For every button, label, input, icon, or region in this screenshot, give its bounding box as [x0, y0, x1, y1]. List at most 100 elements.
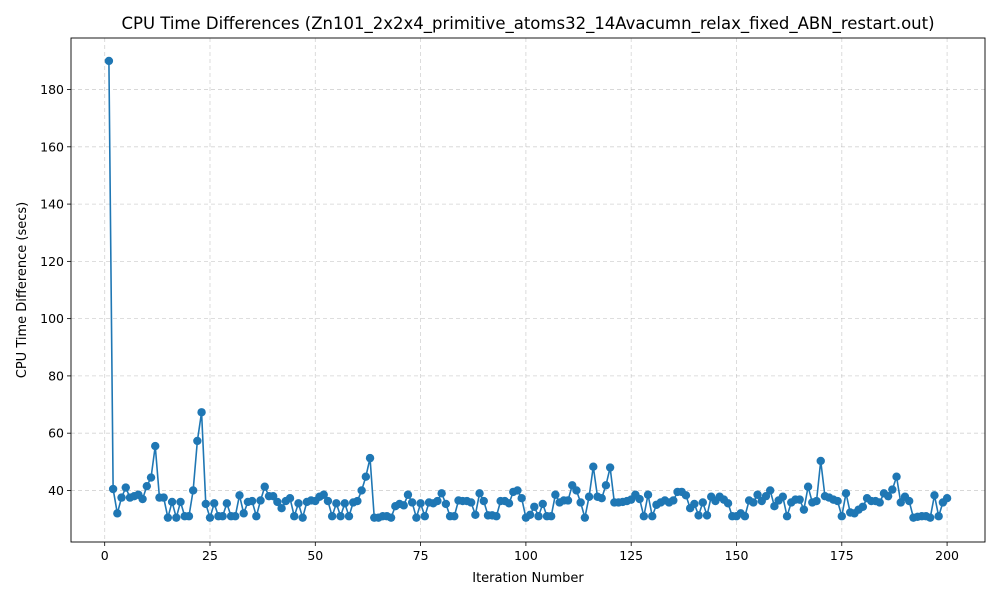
data-point: [892, 472, 901, 481]
axis-ticks: 0 25 50 75 100 125 150 175 200 40 60 80 100 120 140 160…: [40, 82, 959, 563]
y-tick-label: 60: [48, 426, 64, 441]
data-point: [799, 505, 809, 514]
data-point: [146, 473, 156, 482]
data-point: [589, 462, 598, 471]
data-point: [108, 484, 118, 494]
data-point: [172, 513, 181, 522]
data-point: [433, 496, 442, 506]
data-point: [298, 513, 307, 522]
data-point: [386, 513, 396, 522]
data-point: [159, 493, 168, 502]
data-point: [176, 497, 185, 507]
x-axis-label: Iteration Number: [472, 571, 584, 586]
data-point: [104, 56, 114, 66]
series-line: [108, 60, 948, 521]
data-point: [260, 482, 269, 491]
data-point: [466, 498, 476, 507]
data-point: [740, 512, 750, 521]
data-point: [597, 493, 606, 503]
x-tick-label: 50: [307, 548, 323, 563]
data-point: [538, 499, 547, 509]
data-point: [273, 497, 282, 507]
y-tick-label: 80: [48, 368, 64, 383]
data-point: [563, 496, 573, 505]
data-point: [344, 512, 354, 521]
data-point: [934, 512, 943, 521]
data-point: [605, 463, 615, 472]
data-points: [104, 56, 952, 522]
data-point: [412, 513, 421, 522]
data-point: [858, 502, 868, 511]
data-point: [904, 496, 914, 506]
data-point: [437, 489, 446, 498]
data-point: [222, 499, 232, 508]
y-tick-label: 40: [48, 483, 64, 498]
x-tick-label: 200: [935, 548, 959, 563]
data-point: [551, 490, 560, 499]
data-point: [332, 499, 341, 508]
chart-title: CPU Time Differences (Zn101_2x2x4_primit…: [121, 14, 934, 34]
data-point: [365, 453, 375, 463]
x-tick-label: 0: [101, 548, 109, 563]
data-point: [749, 498, 758, 507]
data-point: [471, 510, 480, 519]
data-point: [648, 512, 657, 521]
data-point: [681, 491, 691, 500]
data-point: [812, 496, 821, 506]
data-point: [277, 504, 286, 513]
data-point: [235, 491, 244, 500]
data-point: [475, 489, 484, 498]
data-point: [210, 499, 219, 508]
data-point: [504, 499, 514, 508]
data-point: [205, 513, 215, 522]
data-point: [117, 493, 126, 502]
data-point: [492, 512, 501, 521]
data-point: [336, 512, 345, 521]
data-point: [753, 490, 762, 499]
y-tick-label: 180: [40, 82, 64, 97]
data-point: [690, 499, 699, 509]
data-point: [702, 511, 712, 520]
data-point: [795, 495, 804, 504]
data-point: [252, 512, 261, 521]
data-point: [416, 499, 425, 508]
x-tick-label: 150: [725, 548, 749, 563]
x-tick-label: 100: [514, 548, 538, 563]
data-point: [247, 496, 257, 506]
data-point: [778, 492, 788, 501]
data-point: [723, 499, 733, 508]
data-point: [231, 512, 240, 521]
x-tick-label: 25: [202, 548, 218, 563]
data-point: [546, 512, 556, 521]
data-point: [256, 496, 265, 505]
x-tick-label: 175: [830, 548, 854, 563]
data-point: [327, 512, 337, 521]
data-point: [323, 496, 333, 506]
data-point: [837, 512, 846, 521]
data-point: [694, 511, 703, 520]
data-point: [816, 456, 825, 466]
data-point: [584, 492, 594, 501]
data-point: [698, 498, 707, 507]
data-point: [353, 496, 362, 506]
data-point: [888, 485, 897, 494]
data-point: [121, 483, 130, 492]
data-point: [399, 501, 408, 510]
data-point: [926, 513, 935, 522]
grid-lines: [71, 38, 985, 542]
data-point: [197, 408, 206, 417]
data-point: [530, 502, 539, 511]
data-point: [239, 509, 248, 518]
data-point: [193, 436, 202, 446]
data-point: [142, 481, 152, 491]
y-tick-label: 100: [40, 311, 64, 326]
data-point: [113, 509, 122, 518]
y-axis-label: CPU Time Difference (secs): [15, 202, 30, 379]
data-point: [450, 512, 459, 521]
data-point: [184, 512, 194, 521]
data-point: [201, 499, 210, 509]
data-point: [639, 512, 649, 521]
y-tick-label: 120: [40, 254, 64, 269]
data-point: [942, 493, 952, 503]
data-point: [407, 498, 417, 507]
